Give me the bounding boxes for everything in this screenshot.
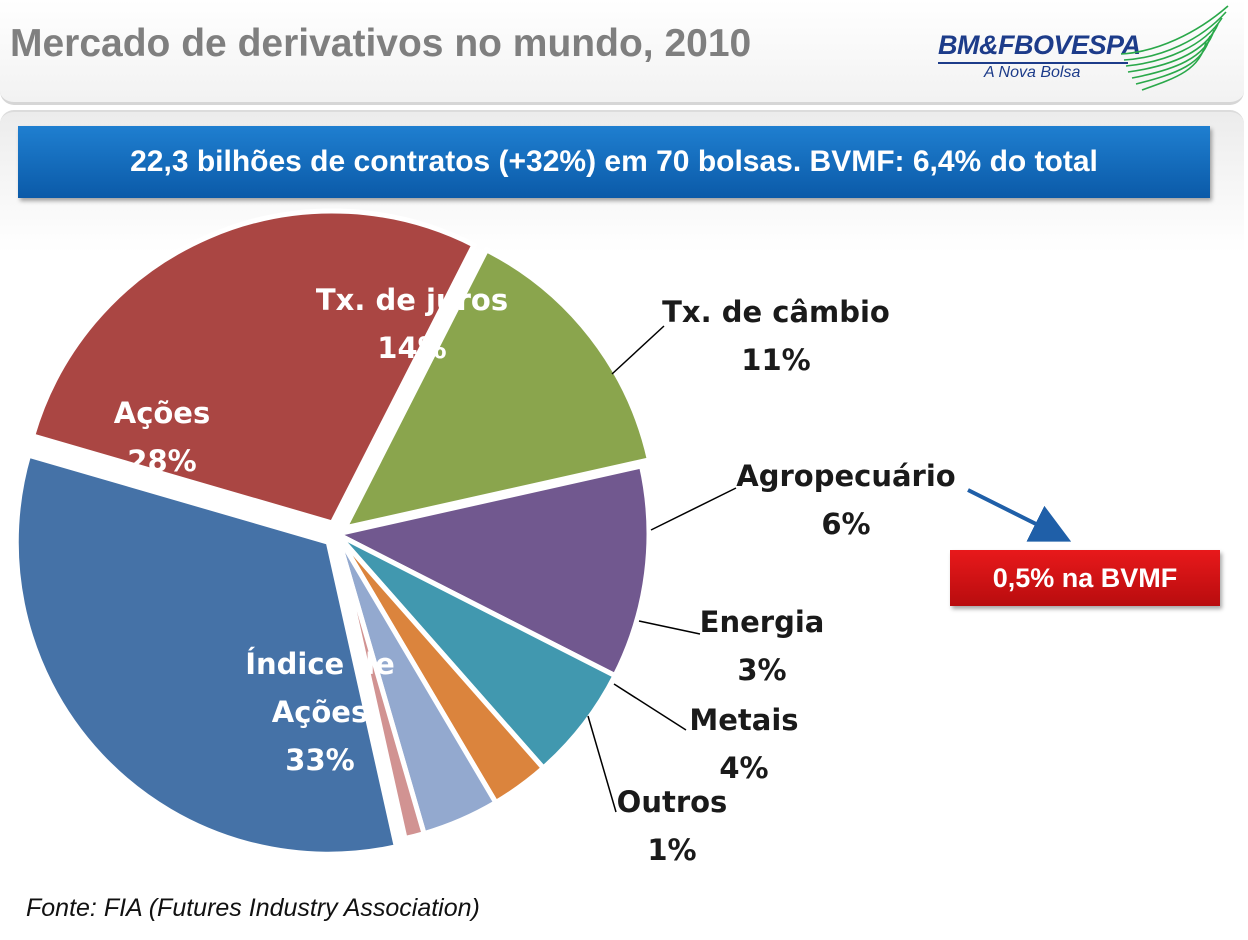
- slice-value-label-1: 14%: [377, 331, 446, 365]
- slice-category-label-2: Tx. de câmbio: [662, 295, 890, 329]
- pie-slice-6: [334, 533, 428, 842]
- slice-value-label-7: 33%: [285, 743, 354, 777]
- page-title: Mercado de derivativos no mundo, 2010: [10, 22, 752, 65]
- slice-category-label-5: Metais: [689, 703, 798, 737]
- pie-slice-2: [329, 462, 652, 680]
- slice-category-label-6: Outros: [617, 785, 728, 819]
- leader-line-5: [613, 683, 687, 731]
- slice-value-label-6: 1%: [647, 833, 696, 867]
- bmfbovespa-logo: BM&FBOVESPA A Nova Bolsa: [936, 4, 1236, 96]
- header-panel: [0, 0, 1244, 105]
- bvmf-share-badge: 0,5% na BVMF: [950, 550, 1220, 606]
- slice-category-label-1: Tx. de juros: [316, 283, 508, 317]
- logo-underline: [938, 62, 1128, 64]
- slice-value-label-3: 6%: [821, 507, 870, 541]
- source-note: Fonte: FIA (Futures Industry Association…: [26, 894, 480, 922]
- slice-value-label-8: 28%: [127, 444, 196, 478]
- slice-category-label-3: Agropecuário: [736, 459, 955, 493]
- slice-value-label-4: 3%: [737, 653, 786, 687]
- logo-tagline: A Nova Bolsa: [984, 64, 1081, 81]
- callout-arrow: [967, 488, 1072, 542]
- slice-category-label-8: Ações: [114, 396, 211, 430]
- slice-category-label-4: Energia: [700, 605, 825, 639]
- pie-slice-1: [340, 246, 653, 532]
- slice-category-label-7: Índice de: [245, 647, 395, 681]
- leaf-logo-icon: [1120, 5, 1229, 91]
- leader-line-4: [638, 620, 701, 635]
- slice-value-label-5: 4%: [719, 751, 768, 785]
- summary-banner: 22,3 bilhões de contratos (+32%) em 70 b…: [18, 126, 1210, 198]
- logo-name: BM&FBOVESPA: [938, 30, 1141, 60]
- leader-line-6: [587, 715, 617, 813]
- pie-slice-8: [29, 208, 478, 526]
- leader-line-3: [650, 487, 737, 531]
- slice-category-label-7: Ações: [272, 695, 369, 729]
- leader-line-2: [611, 325, 665, 375]
- pie-slice-7: [13, 452, 400, 857]
- slice-value-label-2: 11%: [741, 343, 810, 377]
